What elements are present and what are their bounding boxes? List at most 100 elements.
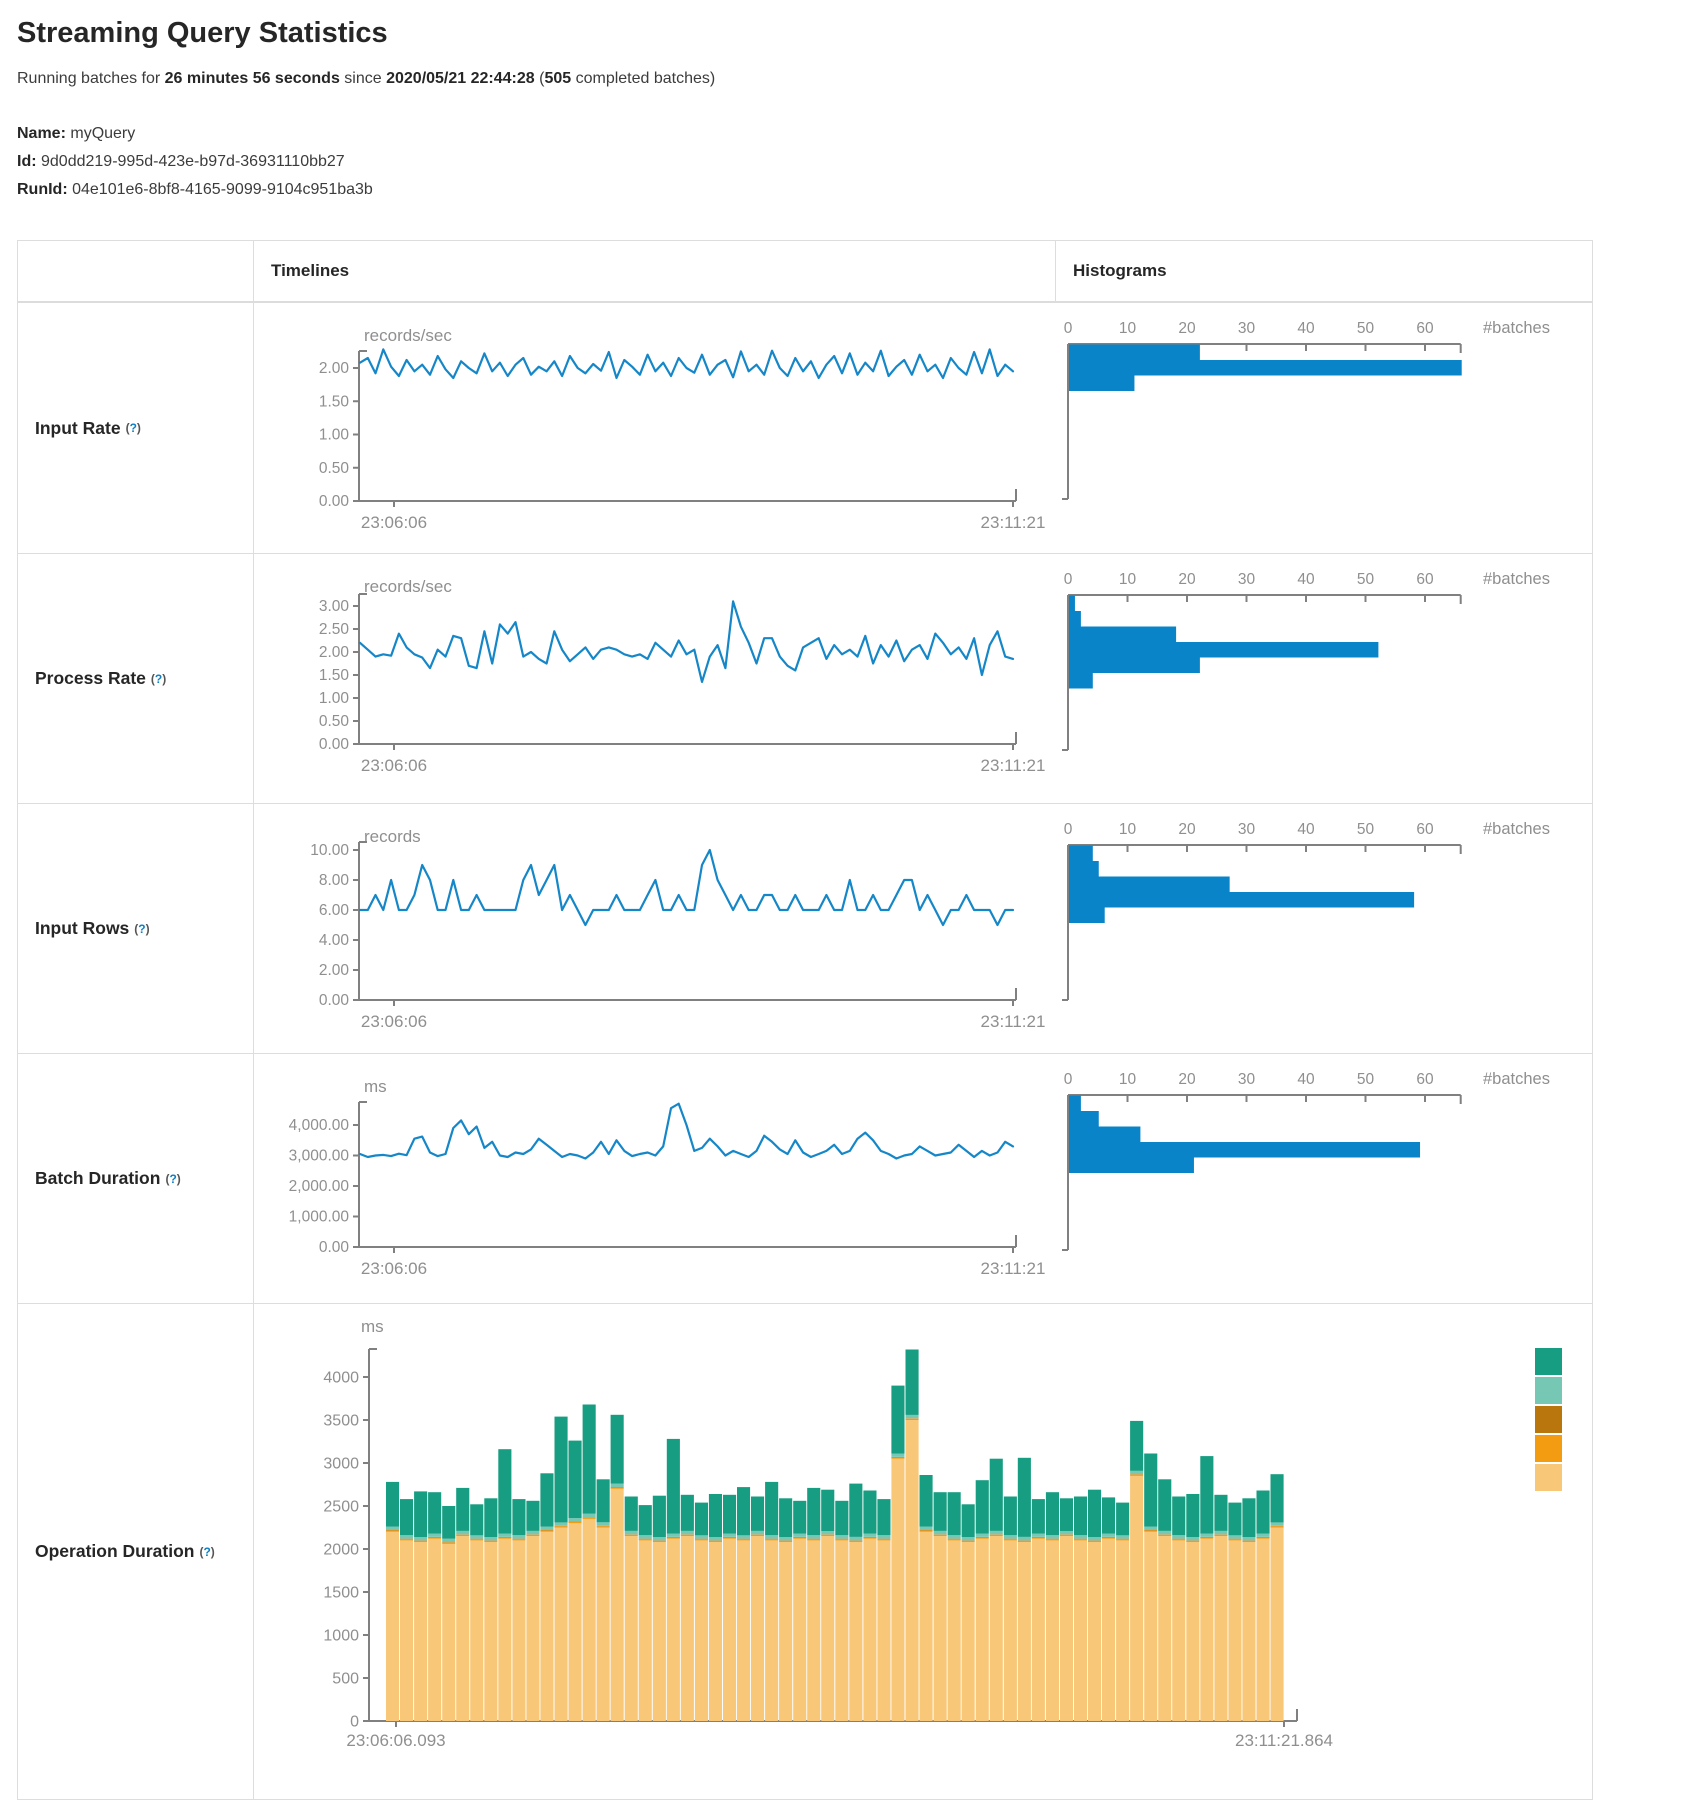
input-rate-histogram-svg: 0 10 20 30 40 50 60 #batches (1062, 319, 1550, 500)
svg-text:#batches: #batches (1483, 570, 1550, 588)
summary-duration: 26 minutes 56 seconds (164, 70, 340, 87)
summary-middle: since (339, 70, 387, 87)
input-rate-timeline-svg: records/sec 2.00 1.50 1.00 0.50 0.00 23:06:06 2… (319, 326, 1046, 532)
legend-swatch-brown (1535, 1406, 1562, 1433)
input-rows-histogram-chart: 0 10 20 30 40 50 60 #batches (1055, 803, 1592, 1053)
help-icon-process-rate[interactable]: (?) (150, 671, 167, 686)
svg-text:20: 20 (1178, 821, 1196, 838)
process-rate-timeline-svg: records/sec 3.00 2.50 2.00 1.50 1.00 0.50 0.00 2… (319, 577, 1046, 775)
svg-text:40: 40 (1297, 1071, 1315, 1088)
svg-text:30: 30 (1238, 1071, 1256, 1088)
header-timelines: Timelines (254, 241, 1055, 303)
svg-text:1,000.00: 1,000.00 (289, 1209, 350, 1226)
svg-text:20: 20 (1178, 1071, 1196, 1088)
svg-text:3500: 3500 (323, 1413, 359, 1430)
batch-duration-timeline-svg: ms 4,000.00 3,000.00 2,000.00 1,000.00 0.00 23… (289, 1077, 1046, 1278)
row-label-input-rows: Input Rows (?) (18, 803, 254, 1053)
svg-text:23:11:21: 23:11:21 (981, 756, 1046, 775)
svg-text:60: 60 (1416, 571, 1434, 588)
svg-text:23:06:06: 23:06:06 (361, 756, 427, 775)
legend-swatch-tan (1535, 1464, 1562, 1491)
svg-text:2.00: 2.00 (319, 962, 350, 979)
help-icon-input-rate[interactable]: (?) (125, 421, 141, 435)
svg-text:23:11:21: 23:11:21 (981, 1259, 1046, 1278)
summary-start-time: 2020/05/21 22:44:28 (386, 70, 535, 87)
svg-text:30: 30 (1238, 571, 1256, 588)
svg-text:8.00: 8.00 (319, 872, 350, 889)
svg-text:23:11:21: 23:11:21 (981, 1012, 1046, 1031)
batch-duration-histogram-chart: 0 10 20 30 40 50 60 #batches (1055, 1053, 1592, 1303)
row-label-process-rate: Process Rate (?) (18, 553, 254, 803)
input-rows-timeline-svg: records 10.00 8.00 6.00 4.00 2.00 0.00 23:06:06… (310, 827, 1046, 1031)
svg-text:50: 50 (1357, 821, 1375, 838)
svg-text:0: 0 (1064, 1071, 1073, 1088)
process-rate-histogram-svg: 0 10 20 30 40 50 60 #batches (1062, 570, 1550, 751)
svg-text:#batches: #batches (1483, 1070, 1550, 1088)
header-histograms: Histograms (1055, 241, 1592, 303)
svg-text:4,000.00: 4,000.00 (289, 1117, 350, 1134)
svg-text:2500: 2500 (323, 1499, 359, 1516)
svg-text:23:06:06: 23:06:06 (361, 1012, 427, 1031)
svg-text:10: 10 (1119, 1071, 1137, 1088)
query-runid-line: RunId: 04e101e6-8bf8-4165-9099-9104c951b… (17, 181, 373, 198)
svg-text:60: 60 (1416, 320, 1434, 337)
svg-text:50: 50 (1357, 320, 1375, 337)
help-icon-input-rows[interactable]: (?) (134, 921, 150, 936)
svg-text:0.00: 0.00 (319, 992, 350, 1009)
svg-text:#batches: #batches (1483, 319, 1550, 337)
svg-text:10: 10 (1119, 320, 1137, 337)
help-icon-batch-duration[interactable]: (?) (165, 1171, 181, 1186)
svg-text:500: 500 (332, 1671, 359, 1688)
svg-text:ms: ms (364, 1077, 387, 1096)
process-rate-timeline-chart: records/sec 3.00 2.50 2.00 1.50 1.00 0.50 0.00 2… (254, 553, 1055, 803)
summary-completed-count: 505 (544, 70, 572, 87)
svg-text:#batches: #batches (1483, 820, 1550, 838)
svg-text:0: 0 (350, 1714, 359, 1731)
statistics-table: Timelines Histograms Input Rate (?) recor… (17, 240, 1593, 1800)
svg-text:4.00: 4.00 (319, 932, 350, 949)
row-label-operation-duration: Operation Duration (?) (18, 1303, 254, 1799)
svg-text:10: 10 (1119, 821, 1137, 838)
svg-text:40: 40 (1297, 320, 1315, 337)
svg-text:10.00: 10.00 (310, 842, 349, 859)
svg-text:6.00: 6.00 (319, 902, 350, 919)
operation-duration-chart: ms 4000 3500 3000 2500 2000 1500 1000 500 0 23:06:… (254, 1303, 1592, 1799)
svg-text:20: 20 (1178, 320, 1196, 337)
svg-text:1.50: 1.50 (319, 667, 350, 684)
input-rows-timeline-chart: records 10.00 8.00 6.00 4.00 2.00 0.00 23:06:06… (254, 803, 1055, 1053)
svg-text:40: 40 (1297, 821, 1315, 838)
page-title: Streaming Query Statistics (17, 17, 388, 49)
svg-text:2,000.00: 2,000.00 (289, 1178, 350, 1195)
help-icon-operation-duration[interactable]: (?) (199, 1544, 215, 1559)
svg-text:1500: 1500 (323, 1585, 359, 1602)
svg-text:50: 50 (1357, 571, 1375, 588)
svg-text:0: 0 (1064, 320, 1073, 337)
svg-text:60: 60 (1416, 821, 1434, 838)
process-rate-histogram-chart: 0 10 20 30 40 50 60 #batches (1055, 553, 1592, 803)
svg-text:2000: 2000 (323, 1542, 359, 1559)
input-rate-histogram-chart: 0 10 20 30 40 50 60 #batches (1055, 303, 1592, 553)
svg-text:50: 50 (1357, 1071, 1375, 1088)
svg-text:0: 0 (1064, 821, 1073, 838)
svg-text:3,000.00: 3,000.00 (289, 1148, 350, 1165)
svg-text:1000: 1000 (323, 1628, 359, 1645)
svg-text:23:11:21.864: 23:11:21.864 (1235, 1731, 1333, 1750)
svg-text:records/sec: records/sec (364, 577, 452, 596)
svg-text:30: 30 (1238, 821, 1256, 838)
input-rows-histogram-svg: 0 10 20 30 40 50 60 #batches (1062, 820, 1550, 1001)
batch-duration-timeline-chart: ms 4,000.00 3,000.00 2,000.00 1,000.00 0.00 23… (254, 1053, 1055, 1303)
svg-text:2.50: 2.50 (319, 621, 350, 638)
legend-swatch-light-teal (1535, 1377, 1562, 1404)
batches-summary: Running batches for 26 minutes 56 second… (17, 70, 1693, 88)
svg-text:60: 60 (1416, 1071, 1434, 1088)
query-id-line: Id: 9d0dd219-995d-423e-b97d-36931110bb27 (17, 153, 345, 170)
svg-text:records: records (364, 827, 421, 846)
legend-swatch-teal (1535, 1348, 1562, 1375)
svg-text:1.00: 1.00 (319, 690, 350, 707)
row-label-input-rate: Input Rate (?) (18, 303, 254, 553)
svg-text:2.00: 2.00 (319, 644, 350, 661)
row-label-batch-duration: Batch Duration (?) (18, 1053, 254, 1303)
batch-duration-histogram-svg: 0 10 20 30 40 50 60 #batches (1062, 1070, 1550, 1251)
query-info: Name: myQuery Id: 9d0dd219-995d-423e-b97… (17, 120, 1693, 204)
